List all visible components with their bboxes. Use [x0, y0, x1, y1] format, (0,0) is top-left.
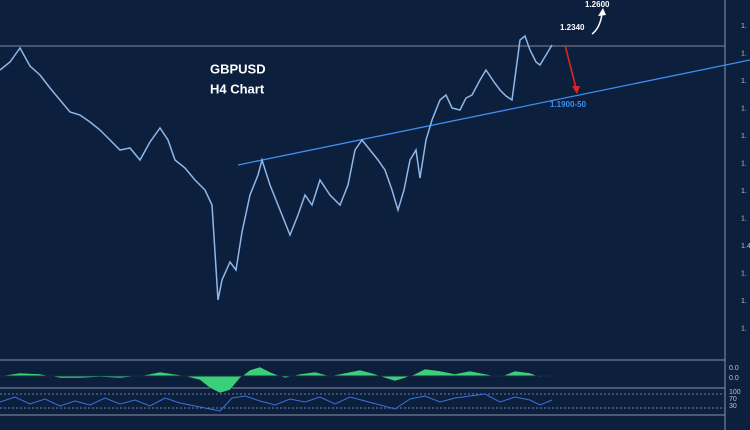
- rsi-line: [0, 393, 553, 412]
- price-axis-label: 1.4: [741, 243, 750, 250]
- target-label: 1.2600: [585, 0, 610, 9]
- symbol-title: GBPUSD: [210, 61, 266, 76]
- down-arrow: [564, 44, 577, 89]
- price-axis-label: 1.: [741, 270, 747, 277]
- price-axis-label: 1.: [741, 133, 747, 140]
- price-axis-label: 1.: [741, 325, 747, 332]
- trend-line: [237, 59, 750, 166]
- price-axis-label: 1.: [741, 23, 747, 30]
- down-arrow-head: [572, 86, 580, 94]
- timeframe-title: H4 Chart: [210, 81, 265, 96]
- price-line: [0, 34, 553, 301]
- rsi-axis-label: 100: [729, 389, 741, 396]
- macd-axis-label: 0.0: [729, 375, 739, 382]
- support-label: 1.1900-50: [550, 100, 587, 109]
- resistance-label: 1.2340: [560, 23, 585, 32]
- up-arrow-head: [598, 8, 606, 16]
- macd-histogram: [0, 366, 553, 394]
- price-axis-label: 1.: [741, 160, 747, 167]
- price-axis-label: 1.: [741, 50, 747, 57]
- price-axis-label: 1.: [741, 298, 747, 305]
- up-arrow: [591, 13, 603, 35]
- macd-axis-label: 0.0: [729, 365, 739, 372]
- price-axis-label: 1.: [741, 215, 747, 222]
- price-axis-label: 1.: [741, 188, 747, 195]
- price-axis-label: 1.: [741, 105, 747, 112]
- price-axis-label: 1.: [741, 78, 747, 85]
- rsi-axis-label: 70: [729, 396, 737, 403]
- rsi-axis-label: 30: [729, 403, 737, 410]
